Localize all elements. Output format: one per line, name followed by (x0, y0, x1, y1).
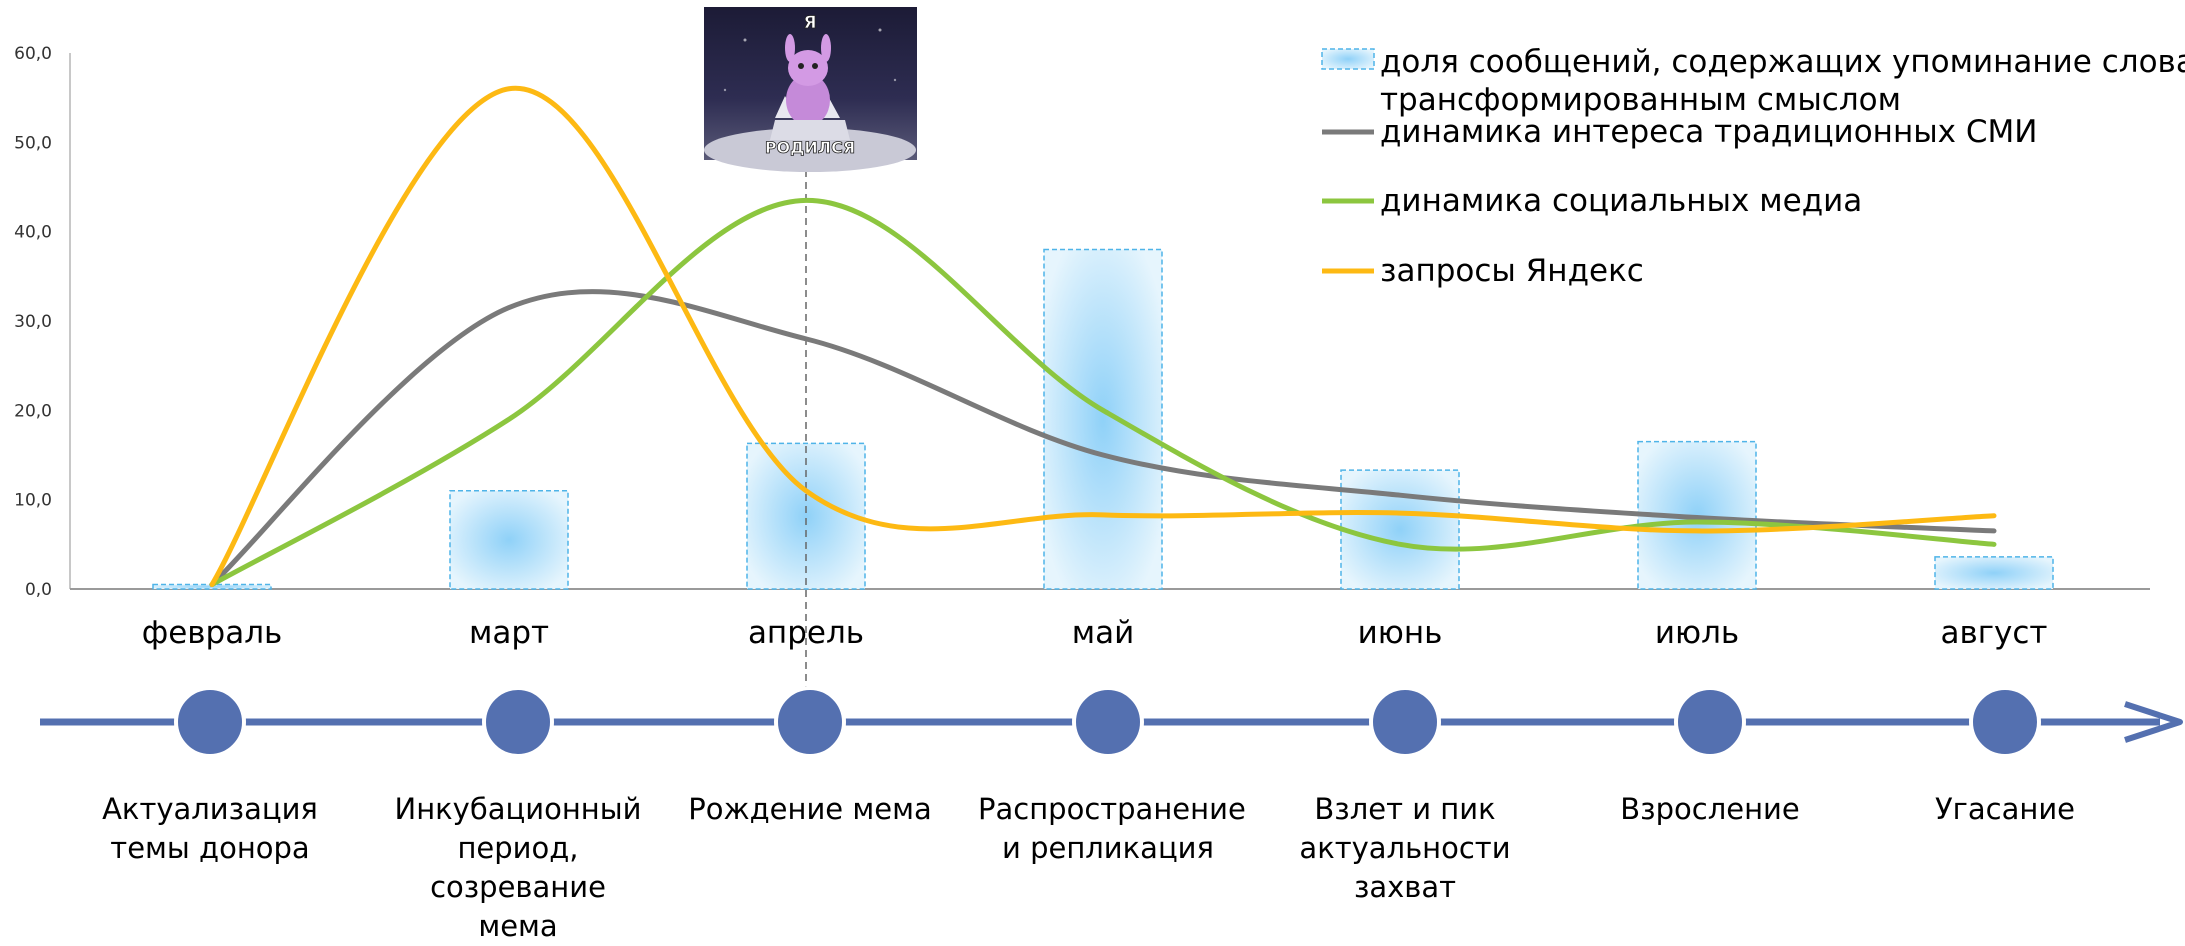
stage-label: Рождение мема (688, 792, 932, 826)
line-запросы Яндекс (209, 86, 1997, 588)
meme-top-text: Я (803, 13, 816, 33)
meme-image: Я РОДИЛСЯ (704, 7, 917, 172)
y-tick-label: 40,0 (14, 223, 52, 243)
bars-series (152, 248, 2054, 590)
x-tick-label: март (469, 615, 549, 651)
stage-label: Инкубационный период, созревание мема (394, 792, 642, 943)
stage-label: Актуализация темы донора (102, 792, 318, 865)
line-динамика социальных медиа (209, 197, 1997, 588)
legend-swatch-bar (1321, 48, 1375, 70)
x-tick-label: апрель (748, 615, 864, 651)
y-tick-label: 0,0 (25, 580, 52, 600)
bar (746, 442, 866, 590)
bar (1043, 248, 1163, 590)
stage-label: Распространение и репликация (978, 792, 1246, 865)
x-tick-label: июль (1655, 615, 1739, 651)
bar (1934, 556, 2054, 590)
timeline-node (1072, 686, 1144, 758)
timeline-node (1969, 686, 2041, 758)
legend: доля сообщений, содержащих упоминание сл… (1321, 44, 2185, 289)
bar (449, 489, 569, 590)
line-series (209, 86, 1997, 588)
legend-label: динамика интереса традиционных СМИ (1380, 114, 2037, 150)
stage-label: Взросление (1620, 792, 1800, 826)
timeline-node (482, 686, 554, 758)
axes: 0,0 10,0 20,0 30,0 40,0 50,0 60,0 (14, 44, 2150, 600)
bar (1340, 469, 1460, 590)
timeline-node (174, 686, 246, 758)
y-tick-label: 10,0 (14, 491, 52, 511)
y-tick-label: 30,0 (14, 312, 52, 332)
stage-label: Взлет и пик актуальности захват (1299, 792, 1511, 904)
timeline-node (1674, 686, 1746, 758)
legend-label: динамика социальных медиа (1380, 183, 1862, 219)
month-labels: февраль март апрель май июнь июль август (142, 615, 2048, 651)
timeline-node (1369, 686, 1441, 758)
x-tick-label: май (1072, 615, 1135, 651)
timeline-node (774, 686, 846, 758)
y-tick-label: 60,0 (14, 44, 52, 64)
meme-bottom-text: РОДИЛСЯ (765, 138, 855, 157)
meme-lifecycle-chart: 0,0 10,0 20,0 30,0 40,0 50,0 60,0 февраль март а… (14, 7, 2185, 758)
stage-label: Угасание (1934, 792, 2076, 826)
line-динамика интереса традиционных СМИ (209, 289, 1997, 588)
y-tick-label: 20,0 (14, 401, 52, 421)
timeline (40, 686, 2183, 758)
legend-label: доля сообщений, содержащих упоминание сл… (1380, 44, 2185, 80)
x-tick-label: август (1940, 615, 2047, 651)
legend-label: запросы Яндекс (1380, 253, 1644, 289)
x-tick-label: февраль (142, 615, 283, 651)
timeline-arrow (2124, 701, 2183, 743)
x-tick-label: июнь (1358, 615, 1443, 651)
legend-label: трансформированным смыслом (1380, 82, 1901, 118)
y-tick-label: 50,0 (14, 133, 52, 153)
